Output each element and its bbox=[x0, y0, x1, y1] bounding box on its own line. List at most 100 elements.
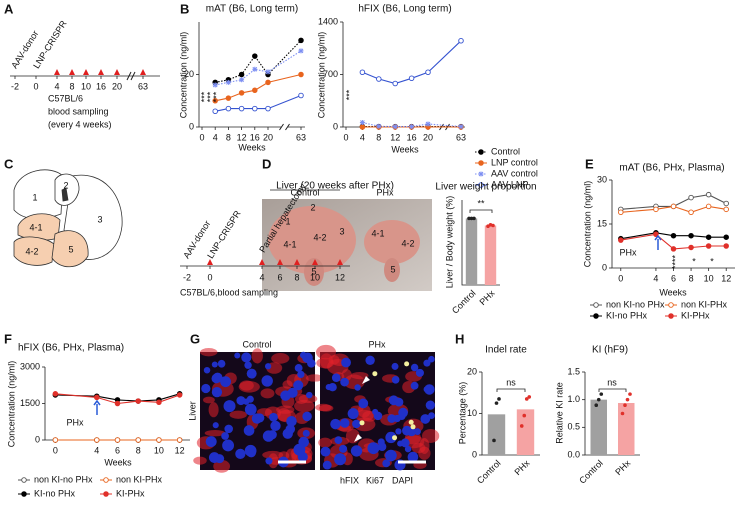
bracket bbox=[598, 388, 627, 392]
nucleus bbox=[217, 359, 226, 368]
x-tick-label: 10 bbox=[704, 273, 714, 283]
series-line bbox=[55, 393, 180, 405]
x-tick-label: 12 bbox=[390, 132, 400, 142]
nucleus bbox=[398, 407, 408, 418]
y-axis-label: Concentration (ng/ml) bbox=[6, 361, 16, 448]
point bbox=[688, 244, 694, 251]
chart-title: mAT (B6, PHx, Plasma) bbox=[619, 163, 724, 174]
legend-marker bbox=[593, 313, 599, 319]
nucleus bbox=[287, 387, 298, 398]
legend-label: Control bbox=[491, 146, 520, 156]
chart-title: hFIX (B6, PHx, Plasma) bbox=[18, 343, 124, 354]
point bbox=[176, 392, 183, 398]
nucleus bbox=[341, 357, 351, 368]
nucleus bbox=[212, 422, 219, 429]
bar bbox=[590, 399, 607, 455]
lobe-label: 2 bbox=[310, 202, 315, 212]
annotation: *** bbox=[205, 91, 215, 102]
nucleus bbox=[302, 411, 312, 422]
stain-label: Ki67 bbox=[366, 475, 384, 485]
y-axis-label: Relative KI rate bbox=[554, 382, 564, 444]
stain-blob bbox=[229, 410, 247, 419]
nucleus bbox=[410, 381, 419, 390]
chart-title: KI (hF9) bbox=[592, 345, 628, 356]
x-tick-label: PHx bbox=[512, 458, 531, 477]
y-tick-label: 0 bbox=[333, 121, 338, 131]
nucleus bbox=[347, 408, 359, 420]
legend-marker bbox=[668, 313, 674, 319]
panel-letter: G bbox=[190, 331, 200, 346]
timeline-label: 4 bbox=[54, 81, 59, 91]
arrow bbox=[93, 399, 101, 415]
point bbox=[376, 123, 382, 129]
x-tick-label: PHx bbox=[613, 458, 632, 477]
x-tick-label: 0 bbox=[199, 132, 204, 142]
nucleus bbox=[236, 396, 246, 406]
nucleus bbox=[267, 430, 277, 440]
panel-letter: E bbox=[585, 156, 594, 171]
ki67-spot bbox=[392, 435, 398, 441]
point bbox=[623, 403, 627, 408]
stain-blob bbox=[315, 344, 337, 360]
point bbox=[618, 209, 624, 216]
y-tick-label: 3000 bbox=[20, 361, 40, 371]
nucleus bbox=[294, 364, 303, 372]
y-axis-label: Percentage (%) bbox=[457, 382, 467, 445]
microscopy bbox=[193, 344, 440, 473]
lobe-label: 3 bbox=[339, 226, 344, 236]
x-tick-label: 8 bbox=[226, 132, 231, 142]
point bbox=[238, 71, 245, 78]
annotation: * bbox=[692, 256, 696, 266]
x-tick-label: Control bbox=[577, 458, 605, 486]
point bbox=[376, 76, 382, 82]
stain-blob bbox=[193, 456, 207, 465]
x-tick-label: 20 bbox=[263, 132, 273, 142]
x-tick-label: 4 bbox=[213, 132, 218, 142]
timeline-label: 8 bbox=[294, 272, 299, 282]
legend-label: non KI-no PHx bbox=[34, 474, 93, 484]
nucleus bbox=[372, 408, 379, 415]
point bbox=[723, 234, 729, 240]
nucleus bbox=[354, 384, 361, 391]
point bbox=[594, 403, 599, 408]
point bbox=[298, 48, 304, 54]
series-line bbox=[362, 40, 462, 85]
nucleus bbox=[320, 446, 331, 457]
nucleus bbox=[334, 436, 343, 445]
point bbox=[653, 206, 659, 213]
point bbox=[425, 69, 431, 75]
annotation: * bbox=[710, 256, 714, 266]
nucleus bbox=[424, 384, 435, 395]
axis-break-gap bbox=[281, 125, 288, 129]
lobe-label: 4-2 bbox=[25, 246, 38, 256]
chart-title: hFIX (B6, Long term) bbox=[358, 4, 451, 15]
legend-marker bbox=[593, 302, 599, 308]
axis-break bbox=[279, 123, 290, 131]
point bbox=[491, 223, 495, 228]
point bbox=[408, 75, 415, 81]
x-tick-label: 8 bbox=[376, 132, 381, 142]
arrow bbox=[654, 234, 662, 250]
nucleus bbox=[223, 400, 236, 413]
bar bbox=[618, 402, 635, 455]
nucleus bbox=[222, 439, 235, 452]
point bbox=[670, 232, 677, 239]
point bbox=[156, 437, 162, 443]
group-label: PHx bbox=[376, 187, 394, 197]
legend-marker bbox=[21, 477, 27, 483]
legend-label: AAV control bbox=[491, 168, 538, 178]
sampling-marker bbox=[114, 69, 120, 75]
lobe-label: 2 bbox=[63, 180, 68, 190]
legend-label: non KI-no PHx bbox=[606, 299, 665, 309]
point bbox=[705, 191, 712, 198]
point bbox=[94, 394, 100, 401]
point bbox=[225, 95, 232, 101]
sampling-marker bbox=[294, 259, 300, 265]
x-tick-label: 4 bbox=[94, 445, 99, 455]
point bbox=[705, 234, 712, 240]
nucleus bbox=[241, 352, 252, 363]
legend-label: KI-PHx bbox=[681, 310, 710, 320]
nucleus bbox=[221, 432, 229, 440]
lobe-label: 4-1 bbox=[371, 228, 384, 238]
lobe-label: 1 bbox=[285, 216, 290, 226]
